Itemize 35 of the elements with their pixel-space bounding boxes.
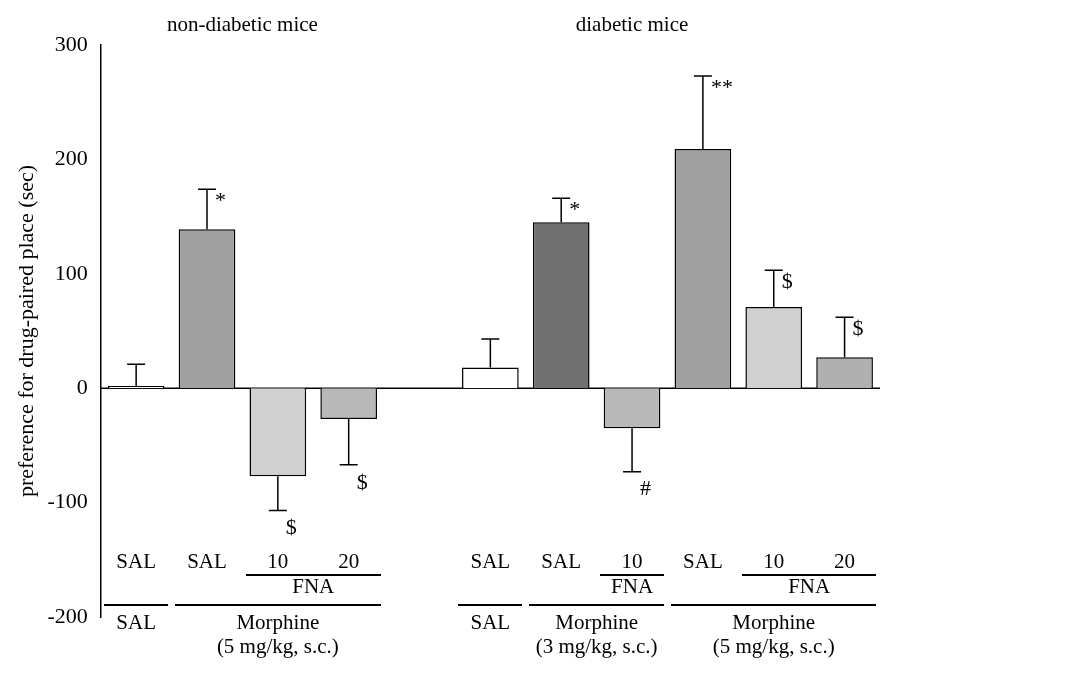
annotation: Morphine (3 mg/kg, s.c.) (535, 609, 658, 658)
y-tick-label: -200 (47, 602, 88, 628)
data-label: $ (285, 514, 297, 540)
x-tick-label: SAL (470, 548, 511, 573)
y-tick-label: 200 (54, 145, 88, 171)
annotation: Morphine (5 mg/kg, s.c.) (216, 609, 339, 658)
x-tick-label: SAL (116, 548, 156, 573)
data-label: $ (781, 268, 793, 294)
annotation: FNA (611, 573, 654, 598)
annotation: SAL (116, 609, 156, 634)
y-tick-label: 300 (54, 30, 88, 56)
data-label: * (214, 186, 226, 212)
data-label: ** (710, 73, 733, 99)
data-label: $ (356, 468, 368, 494)
y-tick-label: -100 (47, 488, 88, 514)
annotation: FNA (788, 573, 831, 598)
y-axis-title: preference for drug-paired place (sec) (12, 164, 38, 498)
x-tick-label: 10 (763, 548, 785, 573)
x-tick-label: 20 (338, 548, 360, 573)
x-tick-label: 10 (267, 548, 289, 573)
x-tick-label: SAL (187, 548, 227, 573)
annotation: FNA (292, 573, 336, 598)
x-tick-label: 20 (834, 548, 856, 573)
data-label: # (640, 475, 652, 501)
x-tick-label: SAL (541, 548, 582, 573)
x-tick-label: 10 (621, 548, 643, 573)
data-label: $ (852, 315, 864, 341)
text: non-diabetic mice (166, 11, 318, 36)
annotation: Morphine (5 mg/kg, s.c.) (712, 609, 835, 658)
y-tick-label: 100 (54, 259, 88, 285)
y-tick-label: 0 (76, 373, 88, 399)
annotation: SAL (470, 609, 511, 634)
data-label: * (569, 196, 581, 222)
text: diabetic mice (575, 11, 689, 36)
x-tick-label: SAL (683, 548, 723, 573)
